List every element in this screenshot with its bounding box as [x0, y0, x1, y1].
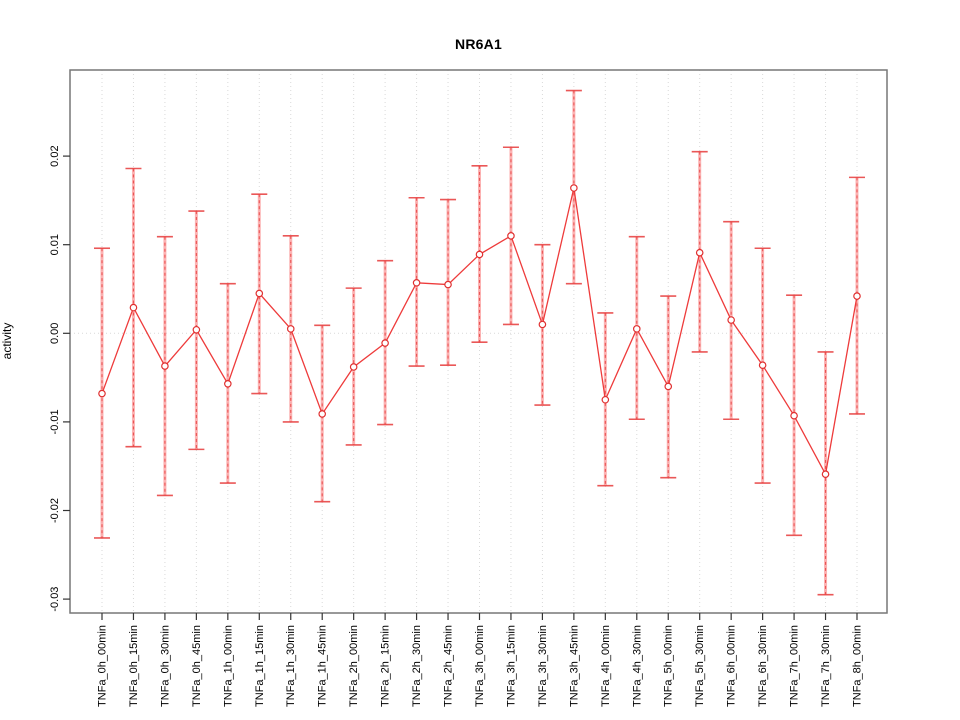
x-tick-label: TNFa_7h_30min	[820, 625, 832, 707]
data-point	[601, 395, 610, 404]
x-tick-label: TNFa_8h_00min	[851, 625, 863, 707]
x-tick-label: TNFa_3h_00min	[474, 625, 486, 707]
x-tick-label: TNFa_1h_45min	[317, 625, 329, 707]
x-tick-label: TNFa_2h_00min	[348, 625, 360, 707]
y-tick-label: 0.02	[49, 145, 61, 166]
x-tick-label: TNFa_1h_15min	[254, 625, 266, 707]
x-tick-label: TNFa_5h_00min	[663, 625, 675, 707]
data-point	[444, 280, 452, 289]
data-points	[98, 184, 861, 478]
data-point	[821, 470, 830, 478]
data-point	[727, 316, 735, 324]
data-point	[853, 292, 861, 300]
data-point	[412, 278, 421, 287]
x-tick-label: TNFa_3h_45min	[568, 625, 580, 707]
y-tick-label: -0.02	[49, 498, 61, 523]
data-point	[475, 250, 484, 259]
x-tick-label: TNFa_5h_30min	[694, 625, 706, 707]
y-axis: 0.02 0.01 0.00 -0.01 -0.02 -0.03	[49, 145, 70, 612]
x-tick-label: TNFa_2h_45min	[443, 625, 455, 707]
y-tick-label: -0.01	[49, 409, 61, 434]
x-tick-label: TNFa_0h_15min	[128, 625, 140, 707]
data-point	[381, 339, 389, 347]
x-tick-label: TNFa_6h_00min	[726, 625, 738, 707]
data-point	[632, 325, 641, 333]
data-point	[695, 248, 704, 257]
data-point	[758, 361, 767, 369]
x-tick-label: TNFa_7h_00min	[789, 625, 801, 707]
x-tick-label: TNFa_3h_15min	[505, 625, 517, 707]
data-point	[98, 389, 106, 398]
x-tick-label: TNFa_0h_30min	[159, 625, 171, 707]
x-tick-label: TNFa_4h_00min	[600, 625, 612, 707]
data-point	[224, 380, 232, 388]
x-tick-label: TNFa_6h_30min	[757, 625, 769, 707]
y-tick-label: 0.01	[49, 234, 61, 255]
plot-box	[69, 69, 888, 614]
x-tick-label: TNFa_0h_00min	[97, 625, 109, 707]
data-point	[538, 320, 547, 329]
y-tick-label: 0.00	[49, 323, 61, 344]
x-tick-label: TNFa_4h_30min	[631, 625, 643, 707]
x-tick-label: TNFa_2h_30min	[411, 625, 423, 707]
data-point	[192, 325, 201, 334]
data-point	[570, 184, 578, 192]
data-point	[349, 363, 358, 371]
gridlines	[70, 70, 887, 613]
data-point	[507, 232, 515, 240]
data-point	[790, 411, 798, 420]
x-tick-label: TNFa_3h_30min	[537, 625, 549, 707]
x-tick-label: TNFa_1h_30min	[285, 625, 297, 707]
data-point	[255, 289, 264, 298]
chart-title: NR6A1	[455, 36, 502, 52]
x-tick-label: TNFa_2h_15min	[380, 625, 392, 707]
data-point	[286, 325, 295, 333]
data-point	[129, 303, 138, 312]
y-tick-label: -0.03	[49, 587, 61, 612]
x-axis: TNFa_0h_00min TNFa_0h_15min TNFa_0h_30min T…	[97, 613, 863, 707]
data-point	[318, 410, 327, 418]
x-tick-label: TNFa_0h_45min	[191, 625, 203, 707]
data-point	[664, 382, 673, 391]
error-bars	[94, 89, 865, 596]
x-tick-label: TNFa_1h_00min	[222, 625, 234, 707]
data-point	[161, 362, 169, 370]
